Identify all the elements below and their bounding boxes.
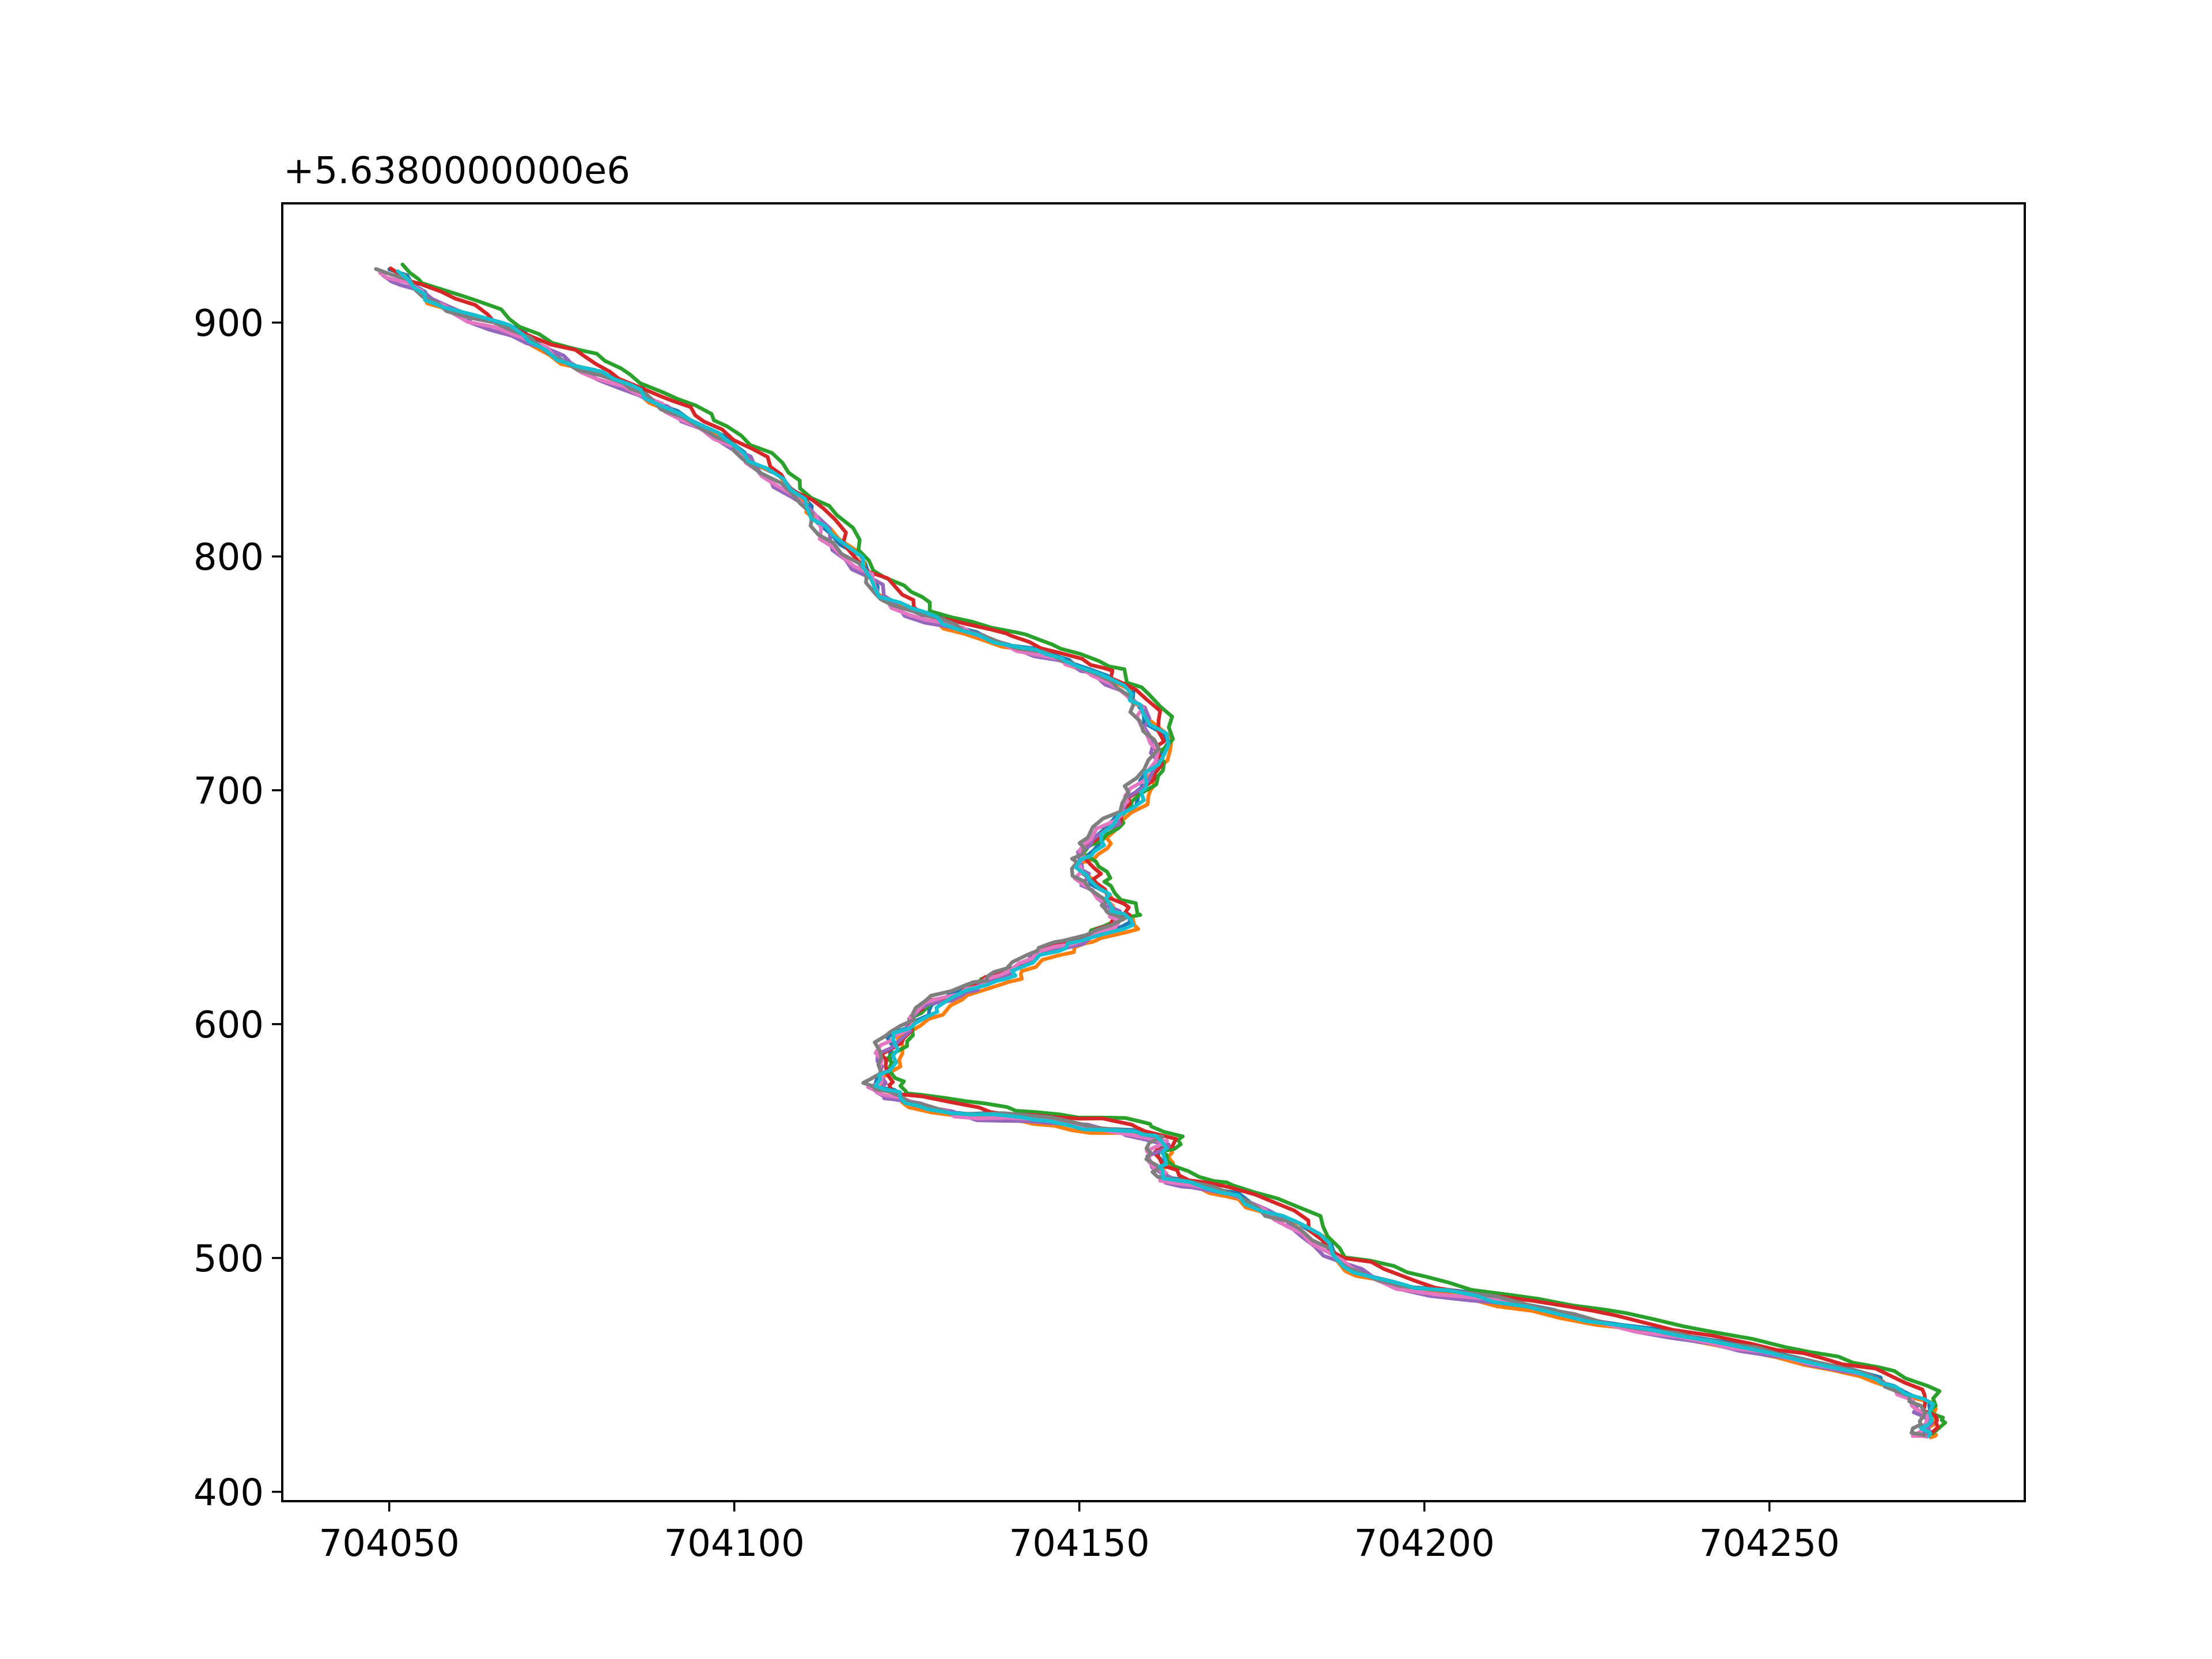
x-tick-label: 704200 bbox=[1354, 1522, 1495, 1565]
y-tick-label: 500 bbox=[194, 1238, 264, 1281]
x-tick-label: 704150 bbox=[1009, 1522, 1150, 1565]
y-offset-label: +5.6380000000e6 bbox=[283, 150, 630, 192]
plot-background bbox=[282, 203, 2025, 1501]
series-line bbox=[396, 269, 1936, 1438]
y-tick-label: 400 bbox=[194, 1472, 264, 1514]
x-tick-label: 704250 bbox=[1699, 1522, 1840, 1565]
y-tick-label: 900 bbox=[194, 302, 264, 345]
x-axis: 704050 704100 704150 704200 704250 bbox=[319, 1501, 1840, 1565]
plot-frame bbox=[281, 202, 2026, 1502]
y-tick-label: 800 bbox=[194, 536, 264, 579]
y-tick-label: 700 bbox=[194, 770, 264, 813]
x-tick-label: 704050 bbox=[319, 1522, 460, 1565]
y-axis: 400 500 600 700 800 900 bbox=[194, 302, 282, 1514]
x-tick-label: 704100 bbox=[664, 1522, 805, 1565]
series-layer bbox=[374, 262, 1948, 1440]
plot-area bbox=[281, 202, 2026, 1502]
y-tick-label: 600 bbox=[194, 1004, 264, 1047]
